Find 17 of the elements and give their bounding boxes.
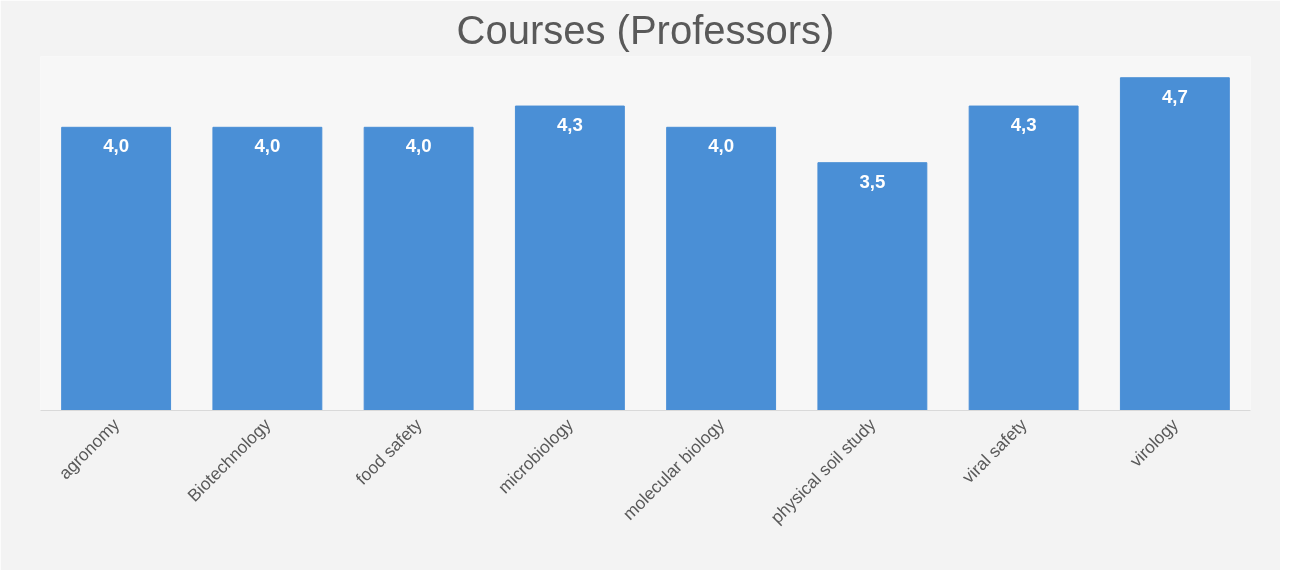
data-label: 4,0 <box>254 135 281 157</box>
data-label: 4,7 <box>1161 85 1188 107</box>
data-label: 4,0 <box>103 135 130 157</box>
data-label: 4,0 <box>405 135 432 157</box>
data-label: 4,3 <box>1010 114 1037 136</box>
bar <box>817 162 928 411</box>
data-label: 4,0 <box>708 135 735 157</box>
bar <box>666 126 777 411</box>
chart-title: Courses (Professors) <box>456 7 835 52</box>
bar <box>212 126 323 411</box>
data-label: 3,5 <box>859 170 886 192</box>
bar <box>61 126 172 411</box>
bar <box>1119 77 1230 411</box>
data-label: 4,3 <box>556 114 583 136</box>
bar <box>514 105 625 411</box>
bar <box>363 126 474 411</box>
bar <box>968 105 1079 411</box>
